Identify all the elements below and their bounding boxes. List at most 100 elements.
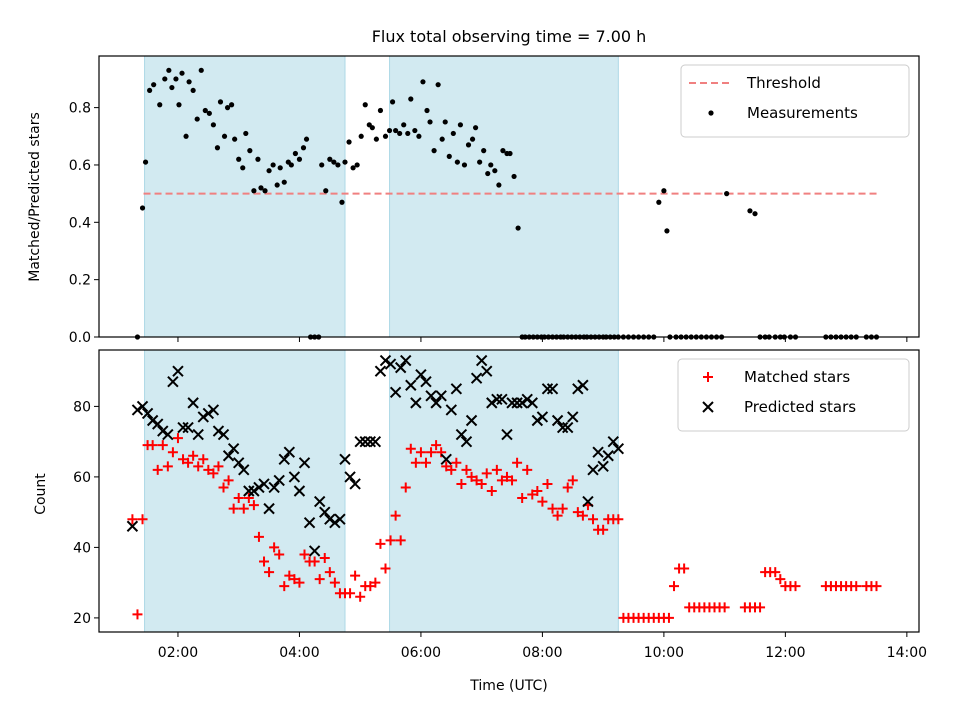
measurement-point [431, 148, 437, 154]
measurement-point [288, 162, 294, 168]
measurement-point [405, 130, 411, 137]
matched-stars-point [415, 447, 426, 458]
y-tick-label: 0.2 [69, 273, 91, 289]
measurement-point [382, 133, 389, 139]
measurement-point [166, 67, 172, 73]
predicted-stars-point [420, 376, 432, 388]
matched-stars-point [390, 510, 401, 521]
measurement-point [424, 107, 430, 114]
matched-stars-point [162, 461, 173, 472]
measurement-point [274, 182, 280, 188]
matched-stars-point [679, 563, 690, 574]
predicted-stars-point [152, 418, 164, 430]
measurement-point [186, 79, 192, 85]
measurement-point [300, 145, 307, 151]
matched-stars-point [395, 535, 406, 546]
matched-stars-point [152, 464, 163, 475]
measurement-point [236, 156, 242, 162]
measurement-point [296, 156, 303, 162]
measurement-point [176, 102, 182, 108]
legend-label: Matched stars [744, 368, 850, 386]
measurement-point [656, 199, 662, 205]
measurement-point [412, 127, 418, 134]
count-axes-frame [98, 349, 920, 633]
measurement-point [350, 165, 356, 171]
matched-stars-point [365, 581, 376, 592]
predicted-stars-point [243, 485, 255, 497]
matched-stars-point [319, 552, 330, 563]
predicted-stars-point [268, 481, 280, 494]
measurement-point [377, 107, 384, 114]
measurement-point [342, 159, 348, 165]
predicted-stars-point [405, 379, 417, 391]
predicted-stars-point [187, 397, 199, 409]
predicted-stars-point [384, 358, 397, 370]
matched-stars-point [420, 457, 431, 468]
observing-windows [144, 349, 619, 633]
matched-stars-point [755, 602, 766, 613]
predicted-stars-point [364, 435, 377, 448]
matched-stars-point [481, 468, 492, 479]
x-tick-label: 12:00 [765, 645, 805, 661]
predicted-stars-point [430, 397, 442, 409]
predicted-stars-point [349, 478, 361, 490]
x-tick-label: 14:00 [887, 645, 927, 661]
measurement-point [194, 116, 200, 122]
matched-stars-point [431, 440, 442, 451]
predicted-stars-point [192, 428, 204, 441]
measurement-point [481, 148, 487, 154]
matched-stars-point [441, 461, 452, 472]
predicted-stars-point [319, 506, 331, 518]
y-tick-label: 0.6 [69, 158, 91, 174]
matched-stars-point [289, 574, 300, 585]
predicted-stars-point [197, 411, 209, 423]
chart-title: Flux total observing time = 7.00 h [372, 27, 647, 46]
y-tick-label: 60 [73, 470, 91, 486]
matched-stars-point [259, 556, 270, 567]
matched-stars-point [456, 478, 467, 489]
predicted-stars-point [369, 435, 382, 448]
matched-stars-point [279, 581, 290, 592]
measurement-point [386, 127, 393, 134]
matched-stars-point [147, 440, 158, 451]
x-axis-label: Time (UTC) [469, 678, 547, 694]
matched-stars-point [269, 542, 280, 553]
matched-stars-point [663, 612, 674, 623]
count-legend: Matched stars Predicted stars [677, 358, 910, 432]
predicted-stars-point [232, 457, 245, 469]
predicted-stars-point [339, 453, 351, 465]
matched-stars-point [178, 454, 189, 465]
predicted-stars-point [258, 478, 270, 490]
predicted-stars-point [202, 407, 215, 420]
predicted-stars-point [273, 474, 285, 487]
predicted-stars-point [541, 383, 554, 395]
matched-stars-point [567, 475, 578, 486]
predicted-stars-point [526, 397, 538, 409]
matched-stars-point [471, 475, 482, 486]
measurement-point [485, 170, 491, 177]
matched-stars-point [512, 457, 523, 468]
matched-stars-point [167, 447, 178, 458]
matched-stars-point [385, 535, 396, 546]
predicted-stars-point [496, 393, 508, 406]
matched-stars-point [213, 461, 224, 472]
matched-stars-point [501, 471, 512, 482]
predicted-stars-point [238, 464, 250, 476]
measurement-point [373, 136, 379, 142]
predicted-stars-point [263, 502, 275, 515]
ratio-legend: Threshold Measurements [680, 64, 910, 138]
predicted-stars-point [415, 368, 427, 381]
matched-stars-point [552, 510, 563, 521]
predicted-stars-point [506, 397, 518, 409]
matched-stars-point [537, 496, 548, 507]
y-tick-label: 80 [73, 399, 91, 415]
predicted-stars-point [222, 450, 235, 462]
matched-stars-point [871, 581, 882, 592]
matched-stars-point [284, 570, 295, 581]
measurement-point [747, 208, 753, 214]
measurement-point [724, 191, 730, 197]
matched-stars-point [598, 524, 609, 535]
predicted-stars-point [470, 372, 483, 384]
x-tick-label: 02:00 [158, 645, 198, 661]
